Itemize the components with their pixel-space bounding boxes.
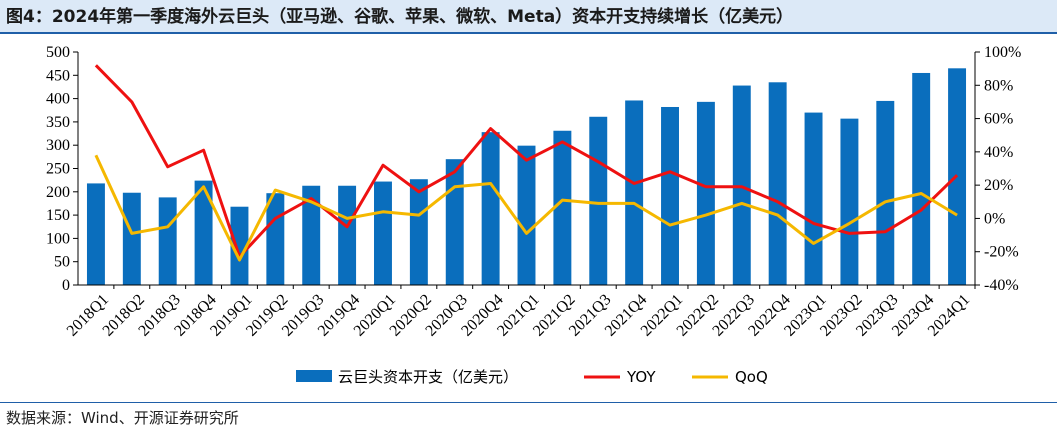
- legend-yoy-label: YOY: [626, 368, 656, 386]
- right-tick-label: 80%: [984, 77, 1013, 94]
- right-tick-label: -20%: [984, 244, 1019, 261]
- legend-qoq-label: QoQ: [735, 368, 768, 386]
- right-tick-label: 0%: [984, 210, 1005, 227]
- bar-2019Q3: [302, 185, 321, 285]
- right-axis-ticks: -40% -20% 0% 20% 40% 60% 80% 100%: [975, 44, 1021, 294]
- left-tick-label: 200: [46, 184, 70, 201]
- legend: 云巨头资本开支（亿美元） YOY QoQ: [296, 368, 768, 386]
- left-tick-label: 300: [46, 137, 70, 154]
- bar-2023Q4: [912, 72, 931, 285]
- footer-divider: [0, 402, 1057, 403]
- bar-2018Q4: [194, 180, 213, 285]
- left-tick-label: 400: [46, 91, 70, 108]
- axes: [77, 52, 976, 286]
- left-tick-label: 100: [46, 230, 70, 247]
- bar-2023Q3: [876, 100, 895, 286]
- bar-2019Q4: [338, 185, 357, 285]
- bar-series: [86, 68, 967, 286]
- left-tick-label: 150: [46, 207, 70, 224]
- left-axis-ticks: 0 50 100 150 200 250 300 350 400 450 500: [46, 44, 78, 294]
- bar-2019Q1: [230, 206, 249, 285]
- bar-2021Q4: [625, 100, 644, 286]
- left-tick-label: 450: [46, 67, 70, 84]
- right-tick-label: 40%: [984, 144, 1013, 161]
- left-tick-label: 250: [46, 161, 70, 178]
- left-tick-label: 500: [46, 44, 70, 61]
- left-tick-label: 350: [46, 114, 70, 131]
- x-axis-ticks: 2018Q12018Q22018Q32018Q42019Q12019Q22019…: [64, 285, 976, 340]
- bar-2019Q2: [266, 193, 285, 285]
- bar-2022Q4: [768, 82, 787, 285]
- bar-2023Q1: [804, 112, 823, 285]
- legend-bar-label: 云巨头资本开支（亿美元）: [338, 368, 518, 386]
- bar-2022Q1: [661, 106, 679, 285]
- left-tick-label: 50: [54, 254, 70, 271]
- bar-2018Q2: [122, 192, 141, 285]
- right-tick-label: 20%: [984, 177, 1013, 194]
- bar-2020Q1: [374, 181, 392, 285]
- left-tick-label: 0: [62, 277, 70, 294]
- right-tick-label: 100%: [984, 44, 1021, 61]
- line-series: [94, 64, 959, 262]
- bar-2022Q2: [696, 101, 715, 285]
- bar-2023Q2: [840, 118, 859, 285]
- bar-2021Q3: [589, 116, 608, 285]
- legend-bar-swatch: [296, 370, 332, 382]
- chart: 0 50 100 150 200 250 300 350 400 450 500 -40% -20% 0…: [46, 44, 1021, 386]
- bar-2018Q3: [158, 197, 177, 285]
- bar-2020Q4: [481, 132, 500, 285]
- bar-2021Q2: [553, 130, 572, 285]
- chart-title: 图4：2024年第一季度海外云巨头（亚马逊、谷歌、苹果、微软、Meta）资本开支…: [0, 0, 1057, 34]
- bar-2020Q2: [409, 179, 428, 285]
- bar-2018Q1: [86, 183, 105, 285]
- bar-2020Q3: [445, 159, 464, 285]
- bar-2021Q1: [517, 145, 536, 285]
- bar-2022Q3: [732, 85, 751, 285]
- right-tick-label: 60%: [984, 111, 1013, 128]
- right-tick-label: -40%: [984, 277, 1019, 294]
- source-note: 数据来源：Wind、开源证券研究所: [6, 409, 239, 427]
